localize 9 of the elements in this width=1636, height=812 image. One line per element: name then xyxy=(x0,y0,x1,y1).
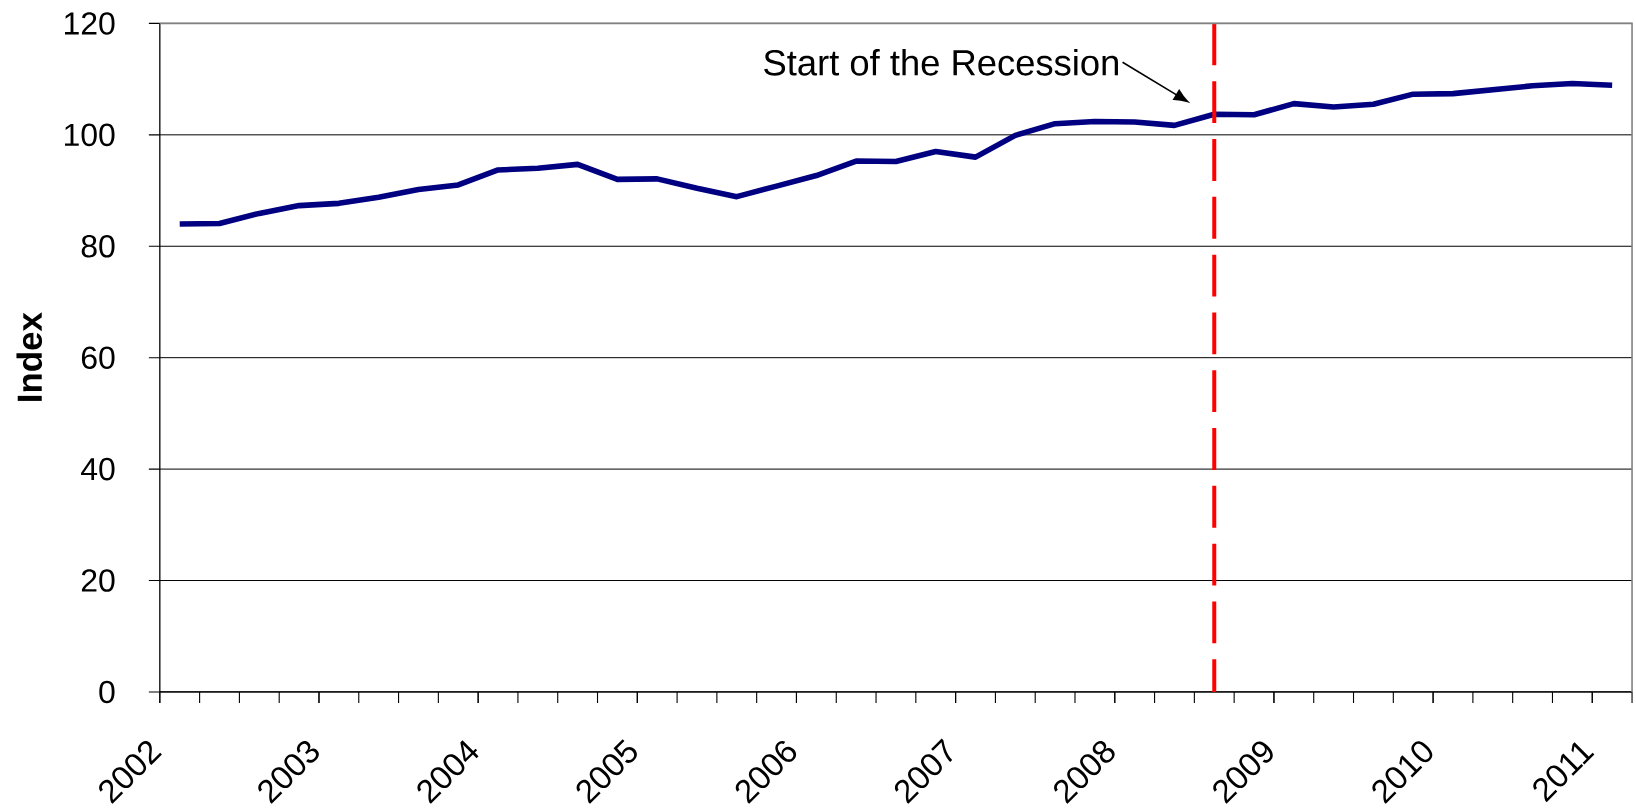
y-axis-title: Index xyxy=(16,312,43,401)
y-tick-label: 80 xyxy=(81,234,115,258)
y-tick-label: 20 xyxy=(81,569,115,592)
y-tick-label: 100 xyxy=(65,123,115,147)
ref-line-label: Start of the Recession xyxy=(764,48,1118,76)
y-tick-label: 60 xyxy=(81,346,115,369)
y-tick-label: 0 xyxy=(99,680,115,704)
y-tick-label: 40 xyxy=(81,457,115,481)
y-tick-label: 120 xyxy=(65,12,115,35)
